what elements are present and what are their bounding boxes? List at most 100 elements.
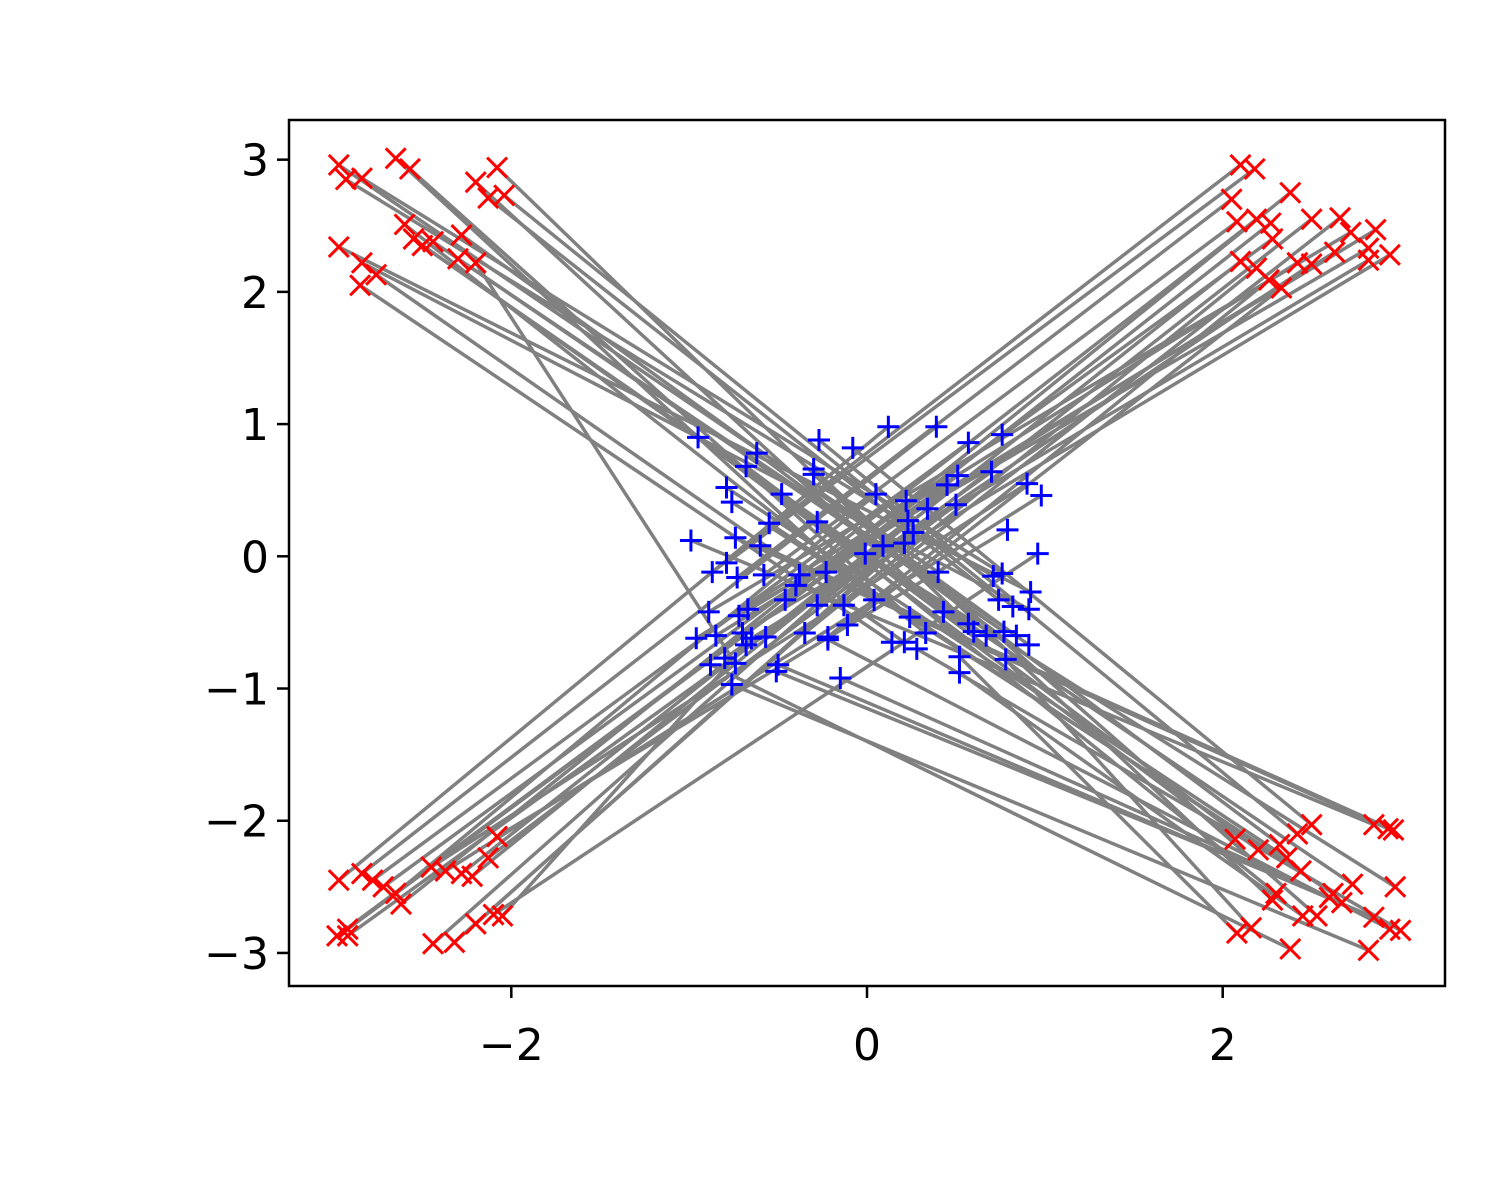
link-line bbox=[503, 194, 1014, 608]
target-point bbox=[1389, 919, 1412, 942]
target-point bbox=[1329, 206, 1352, 229]
link-line bbox=[375, 273, 906, 644]
source-point bbox=[864, 483, 887, 506]
target-point bbox=[1286, 822, 1309, 846]
target-point bbox=[1268, 833, 1291, 856]
target-point bbox=[1270, 276, 1293, 299]
target-point bbox=[420, 855, 443, 879]
x-axis: −2 0 2 bbox=[479, 986, 1237, 1071]
target-point bbox=[1341, 873, 1364, 896]
target-point bbox=[384, 147, 407, 170]
target-point bbox=[1289, 859, 1313, 883]
target-point bbox=[1225, 922, 1248, 945]
source-point bbox=[697, 600, 720, 623]
source-point bbox=[752, 563, 775, 586]
link-line bbox=[731, 682, 1370, 952]
source-point bbox=[774, 588, 797, 611]
source-point bbox=[687, 426, 710, 449]
target-point bbox=[350, 167, 373, 190]
target-point bbox=[1224, 828, 1247, 851]
target-point bbox=[1300, 253, 1323, 276]
source-point bbox=[736, 598, 759, 621]
target-point bbox=[384, 882, 407, 905]
link-line bbox=[750, 253, 1391, 640]
source-point bbox=[1005, 624, 1028, 647]
source-point bbox=[806, 510, 829, 533]
source-point bbox=[1001, 595, 1024, 618]
source-point bbox=[948, 661, 971, 684]
source-point bbox=[735, 455, 758, 478]
source-point bbox=[863, 588, 886, 611]
target-point bbox=[398, 157, 421, 180]
source-point bbox=[1026, 542, 1049, 565]
target-point bbox=[446, 247, 470, 270]
link-line bbox=[460, 233, 1030, 647]
target-point bbox=[1243, 157, 1266, 180]
target-point bbox=[493, 184, 516, 207]
source-points bbox=[679, 415, 1053, 696]
link-line bbox=[338, 245, 1032, 594]
source-point bbox=[936, 473, 959, 496]
source-point bbox=[726, 566, 749, 589]
target-point bbox=[1229, 250, 1252, 273]
source-point bbox=[896, 509, 919, 532]
source-point bbox=[715, 476, 738, 499]
target-point bbox=[1339, 221, 1362, 244]
source-point bbox=[994, 648, 1017, 671]
source-point bbox=[832, 594, 855, 617]
source-point bbox=[806, 594, 829, 617]
source-point bbox=[877, 415, 900, 438]
target-point bbox=[327, 869, 350, 892]
target-point bbox=[1300, 208, 1323, 231]
target-point bbox=[1300, 813, 1323, 836]
target-point bbox=[1240, 916, 1263, 939]
x-tick-label: −2 bbox=[479, 1020, 544, 1071]
source-point bbox=[925, 415, 948, 438]
link-line bbox=[337, 163, 940, 574]
source-point bbox=[735, 633, 758, 656]
source-point bbox=[1019, 581, 1042, 604]
target-point bbox=[1323, 241, 1346, 264]
source-point bbox=[679, 529, 702, 552]
source-point bbox=[980, 460, 1003, 483]
target-point bbox=[350, 251, 373, 274]
target-point bbox=[336, 918, 359, 941]
target-point bbox=[491, 904, 514, 927]
y-tick-label: 0 bbox=[241, 532, 269, 583]
target-point bbox=[486, 825, 509, 848]
source-point bbox=[816, 628, 839, 651]
target-point bbox=[325, 924, 349, 947]
source-point bbox=[720, 491, 743, 514]
source-point bbox=[996, 518, 1019, 541]
link-line bbox=[723, 262, 1313, 660]
target-point bbox=[443, 931, 466, 954]
link-line bbox=[709, 663, 1292, 951]
target-point bbox=[1247, 838, 1270, 861]
target-point bbox=[1229, 153, 1252, 177]
link-line bbox=[736, 197, 1233, 579]
target-point bbox=[1279, 181, 1302, 204]
source-point bbox=[957, 431, 980, 454]
source-point bbox=[802, 463, 825, 486]
source-point bbox=[765, 660, 788, 683]
source-point bbox=[975, 624, 998, 647]
link-line bbox=[337, 425, 890, 882]
target-point bbox=[327, 153, 350, 177]
source-point bbox=[770, 483, 793, 506]
target-point bbox=[464, 912, 487, 935]
link-lines bbox=[335, 157, 1402, 952]
target-point bbox=[477, 846, 500, 869]
x-tick-label: 0 bbox=[853, 1020, 881, 1071]
source-point bbox=[1017, 633, 1040, 656]
target-point bbox=[1261, 889, 1284, 912]
target-point bbox=[1362, 813, 1385, 836]
target-point bbox=[1362, 906, 1385, 929]
source-point bbox=[914, 621, 937, 644]
source-point bbox=[946, 464, 969, 487]
source-point bbox=[932, 600, 955, 623]
target-point bbox=[486, 156, 509, 179]
source-point bbox=[724, 526, 747, 549]
target-point bbox=[464, 171, 487, 194]
y-tick-label: −2 bbox=[204, 797, 269, 848]
link-line bbox=[839, 676, 1343, 905]
